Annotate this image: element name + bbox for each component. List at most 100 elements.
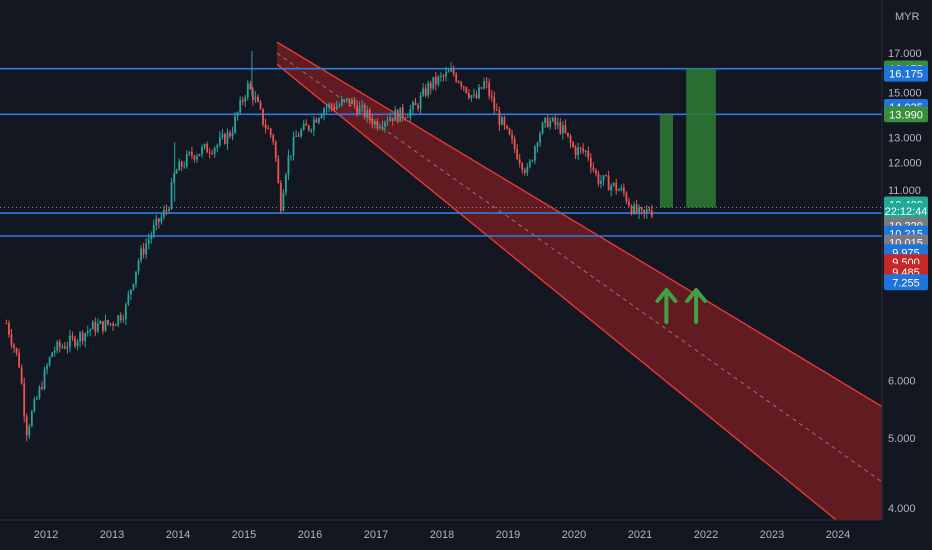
candle-body bbox=[523, 169, 526, 173]
candle-body bbox=[104, 319, 107, 332]
candle-body bbox=[577, 147, 580, 156]
time-tick-label: 2016 bbox=[298, 529, 322, 541]
candle-body bbox=[99, 321, 102, 325]
candle-body bbox=[386, 120, 389, 123]
candle-body bbox=[8, 323, 10, 335]
candle-body bbox=[71, 335, 74, 338]
candle-body bbox=[198, 153, 201, 157]
candle-body bbox=[193, 155, 196, 160]
candle-body bbox=[236, 112, 239, 117]
candle-body bbox=[508, 128, 511, 135]
candle-body bbox=[437, 76, 440, 85]
candle-body bbox=[328, 104, 331, 108]
candle-body bbox=[216, 144, 219, 148]
candle-body bbox=[465, 87, 468, 93]
candle-body bbox=[567, 132, 569, 136]
candle-body bbox=[412, 102, 414, 110]
candle-body bbox=[340, 100, 343, 106]
price-tick-label: 17.000 bbox=[888, 48, 922, 60]
candle-body bbox=[10, 334, 13, 345]
candle-body bbox=[221, 133, 224, 138]
candle-body bbox=[394, 110, 397, 121]
candle-body bbox=[173, 173, 176, 183]
candle-body bbox=[89, 329, 92, 332]
candle-body bbox=[249, 83, 252, 90]
candle-body bbox=[648, 209, 651, 211]
candle-body bbox=[488, 82, 491, 96]
candle-body bbox=[292, 136, 295, 156]
candle-body bbox=[419, 95, 422, 109]
candle-body bbox=[353, 99, 356, 105]
candle-body bbox=[117, 315, 120, 325]
candle-body bbox=[511, 134, 513, 139]
candle-body bbox=[63, 346, 66, 349]
price-tick-label: 15.000 bbox=[888, 87, 922, 99]
candle-body bbox=[102, 321, 104, 332]
candle-body bbox=[554, 117, 557, 125]
candle-body bbox=[330, 104, 333, 107]
candle-body bbox=[239, 100, 242, 113]
candle-body bbox=[399, 107, 402, 122]
candle-body bbox=[312, 119, 315, 130]
price-tick-label: 6.000 bbox=[888, 375, 916, 387]
candle-body bbox=[257, 96, 259, 103]
candle-body bbox=[485, 81, 488, 83]
candle-body bbox=[46, 365, 48, 370]
candle-body bbox=[544, 117, 546, 123]
price-tick-label: 4.000 bbox=[888, 503, 916, 515]
candle-body bbox=[150, 234, 153, 240]
candle-body bbox=[432, 77, 435, 89]
candle-body bbox=[137, 260, 140, 272]
price-tick-label: 13.000 bbox=[888, 132, 922, 144]
candle-body bbox=[345, 98, 348, 100]
price-tag bbox=[884, 65, 928, 82]
time-tick-label: 2014 bbox=[166, 529, 190, 541]
up-arrow-head bbox=[685, 288, 708, 303]
candle-body bbox=[290, 155, 292, 157]
candle-body bbox=[112, 323, 115, 326]
channel-fill bbox=[277, 42, 885, 550]
candle-body bbox=[53, 350, 56, 353]
candle-body bbox=[503, 117, 506, 126]
candle-body bbox=[178, 161, 181, 171]
price-tag-text: 22:12:44 bbox=[885, 206, 928, 218]
candle-body bbox=[114, 324, 117, 326]
candle-body bbox=[541, 122, 544, 134]
candle-body bbox=[58, 341, 61, 348]
candle-body bbox=[582, 148, 585, 152]
candle-body bbox=[318, 118, 320, 123]
candle-body bbox=[622, 187, 625, 193]
candle-body bbox=[534, 146, 536, 161]
price-tag-text: 7.255 bbox=[892, 277, 920, 289]
candle-body bbox=[226, 132, 229, 144]
candle-body bbox=[584, 150, 587, 152]
candle-body bbox=[457, 81, 460, 83]
candle-body bbox=[379, 126, 381, 129]
candle-body bbox=[513, 138, 516, 149]
candle-body bbox=[343, 99, 346, 101]
candle-body bbox=[536, 142, 539, 147]
candle-body bbox=[48, 357, 51, 366]
candle-body bbox=[556, 122, 559, 125]
candle-body bbox=[185, 153, 188, 167]
candle-body bbox=[274, 141, 277, 159]
candle-body bbox=[157, 218, 160, 223]
candle-body bbox=[559, 122, 562, 134]
candle-body bbox=[389, 117, 391, 121]
candle-body bbox=[38, 387, 41, 398]
candle-body bbox=[628, 201, 630, 206]
candle-body bbox=[363, 104, 366, 118]
candle-body bbox=[551, 117, 554, 122]
price-tag bbox=[884, 274, 928, 291]
time-tick-label: 2022 bbox=[694, 529, 718, 541]
candle-body bbox=[462, 86, 465, 88]
candle-body bbox=[231, 132, 234, 137]
candle-body bbox=[155, 218, 158, 226]
candle-body bbox=[335, 106, 338, 110]
candle-body bbox=[23, 383, 26, 417]
candle-body bbox=[61, 346, 64, 348]
candle-body bbox=[516, 148, 519, 160]
candle-body bbox=[348, 98, 351, 105]
